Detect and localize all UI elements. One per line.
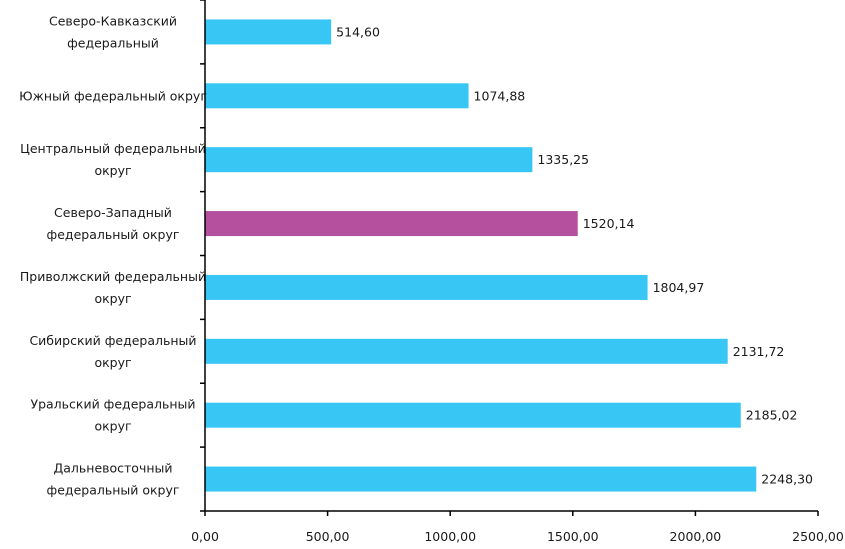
bar [205, 147, 533, 173]
bar [205, 211, 578, 237]
category-label: Северо-Кавказский [49, 13, 177, 28]
data-label: 1074,88 [474, 88, 526, 103]
data-label: 2185,02 [746, 408, 798, 423]
x-tick-label: 500,00 [306, 529, 350, 544]
category-label: Дальневосточный [53, 461, 172, 476]
x-tick-label: 2500,00 [792, 529, 844, 544]
x-tick-label: 0,00 [191, 529, 219, 544]
category-label: Сибирский федеральный [29, 333, 196, 348]
category-label: округ [94, 355, 131, 370]
x-tick-label: 2000,00 [670, 529, 722, 544]
category-label: федеральный [67, 35, 159, 50]
x-tick-label: 1000,00 [424, 529, 476, 544]
x-tick-label: 1500,00 [547, 529, 599, 544]
data-label: 1335,25 [537, 152, 589, 167]
category-label: округ [94, 419, 131, 434]
category-label: Центральный федеральный [20, 141, 206, 156]
category-label: округ [94, 163, 131, 178]
bar [205, 274, 648, 300]
bar [205, 402, 741, 428]
data-label: 2131,72 [733, 344, 785, 359]
data-label: 1520,14 [583, 216, 635, 231]
data-label: 1804,97 [653, 280, 705, 295]
category-label: Приволжский федеральный [20, 269, 206, 284]
category-label: Уральский федеральный [30, 397, 195, 412]
category-label: округ [94, 291, 131, 306]
bar [205, 338, 728, 364]
data-label: 2248,30 [761, 472, 813, 487]
category-label: федеральный округ [47, 227, 180, 242]
bar [205, 83, 469, 109]
category-label: Северо-Западный [54, 205, 172, 220]
data-label: 514,60 [336, 24, 380, 39]
category-label: федеральный округ [47, 483, 180, 498]
bar [205, 466, 757, 492]
category-label: Южный федеральный округ [19, 88, 207, 103]
bar [205, 19, 332, 45]
